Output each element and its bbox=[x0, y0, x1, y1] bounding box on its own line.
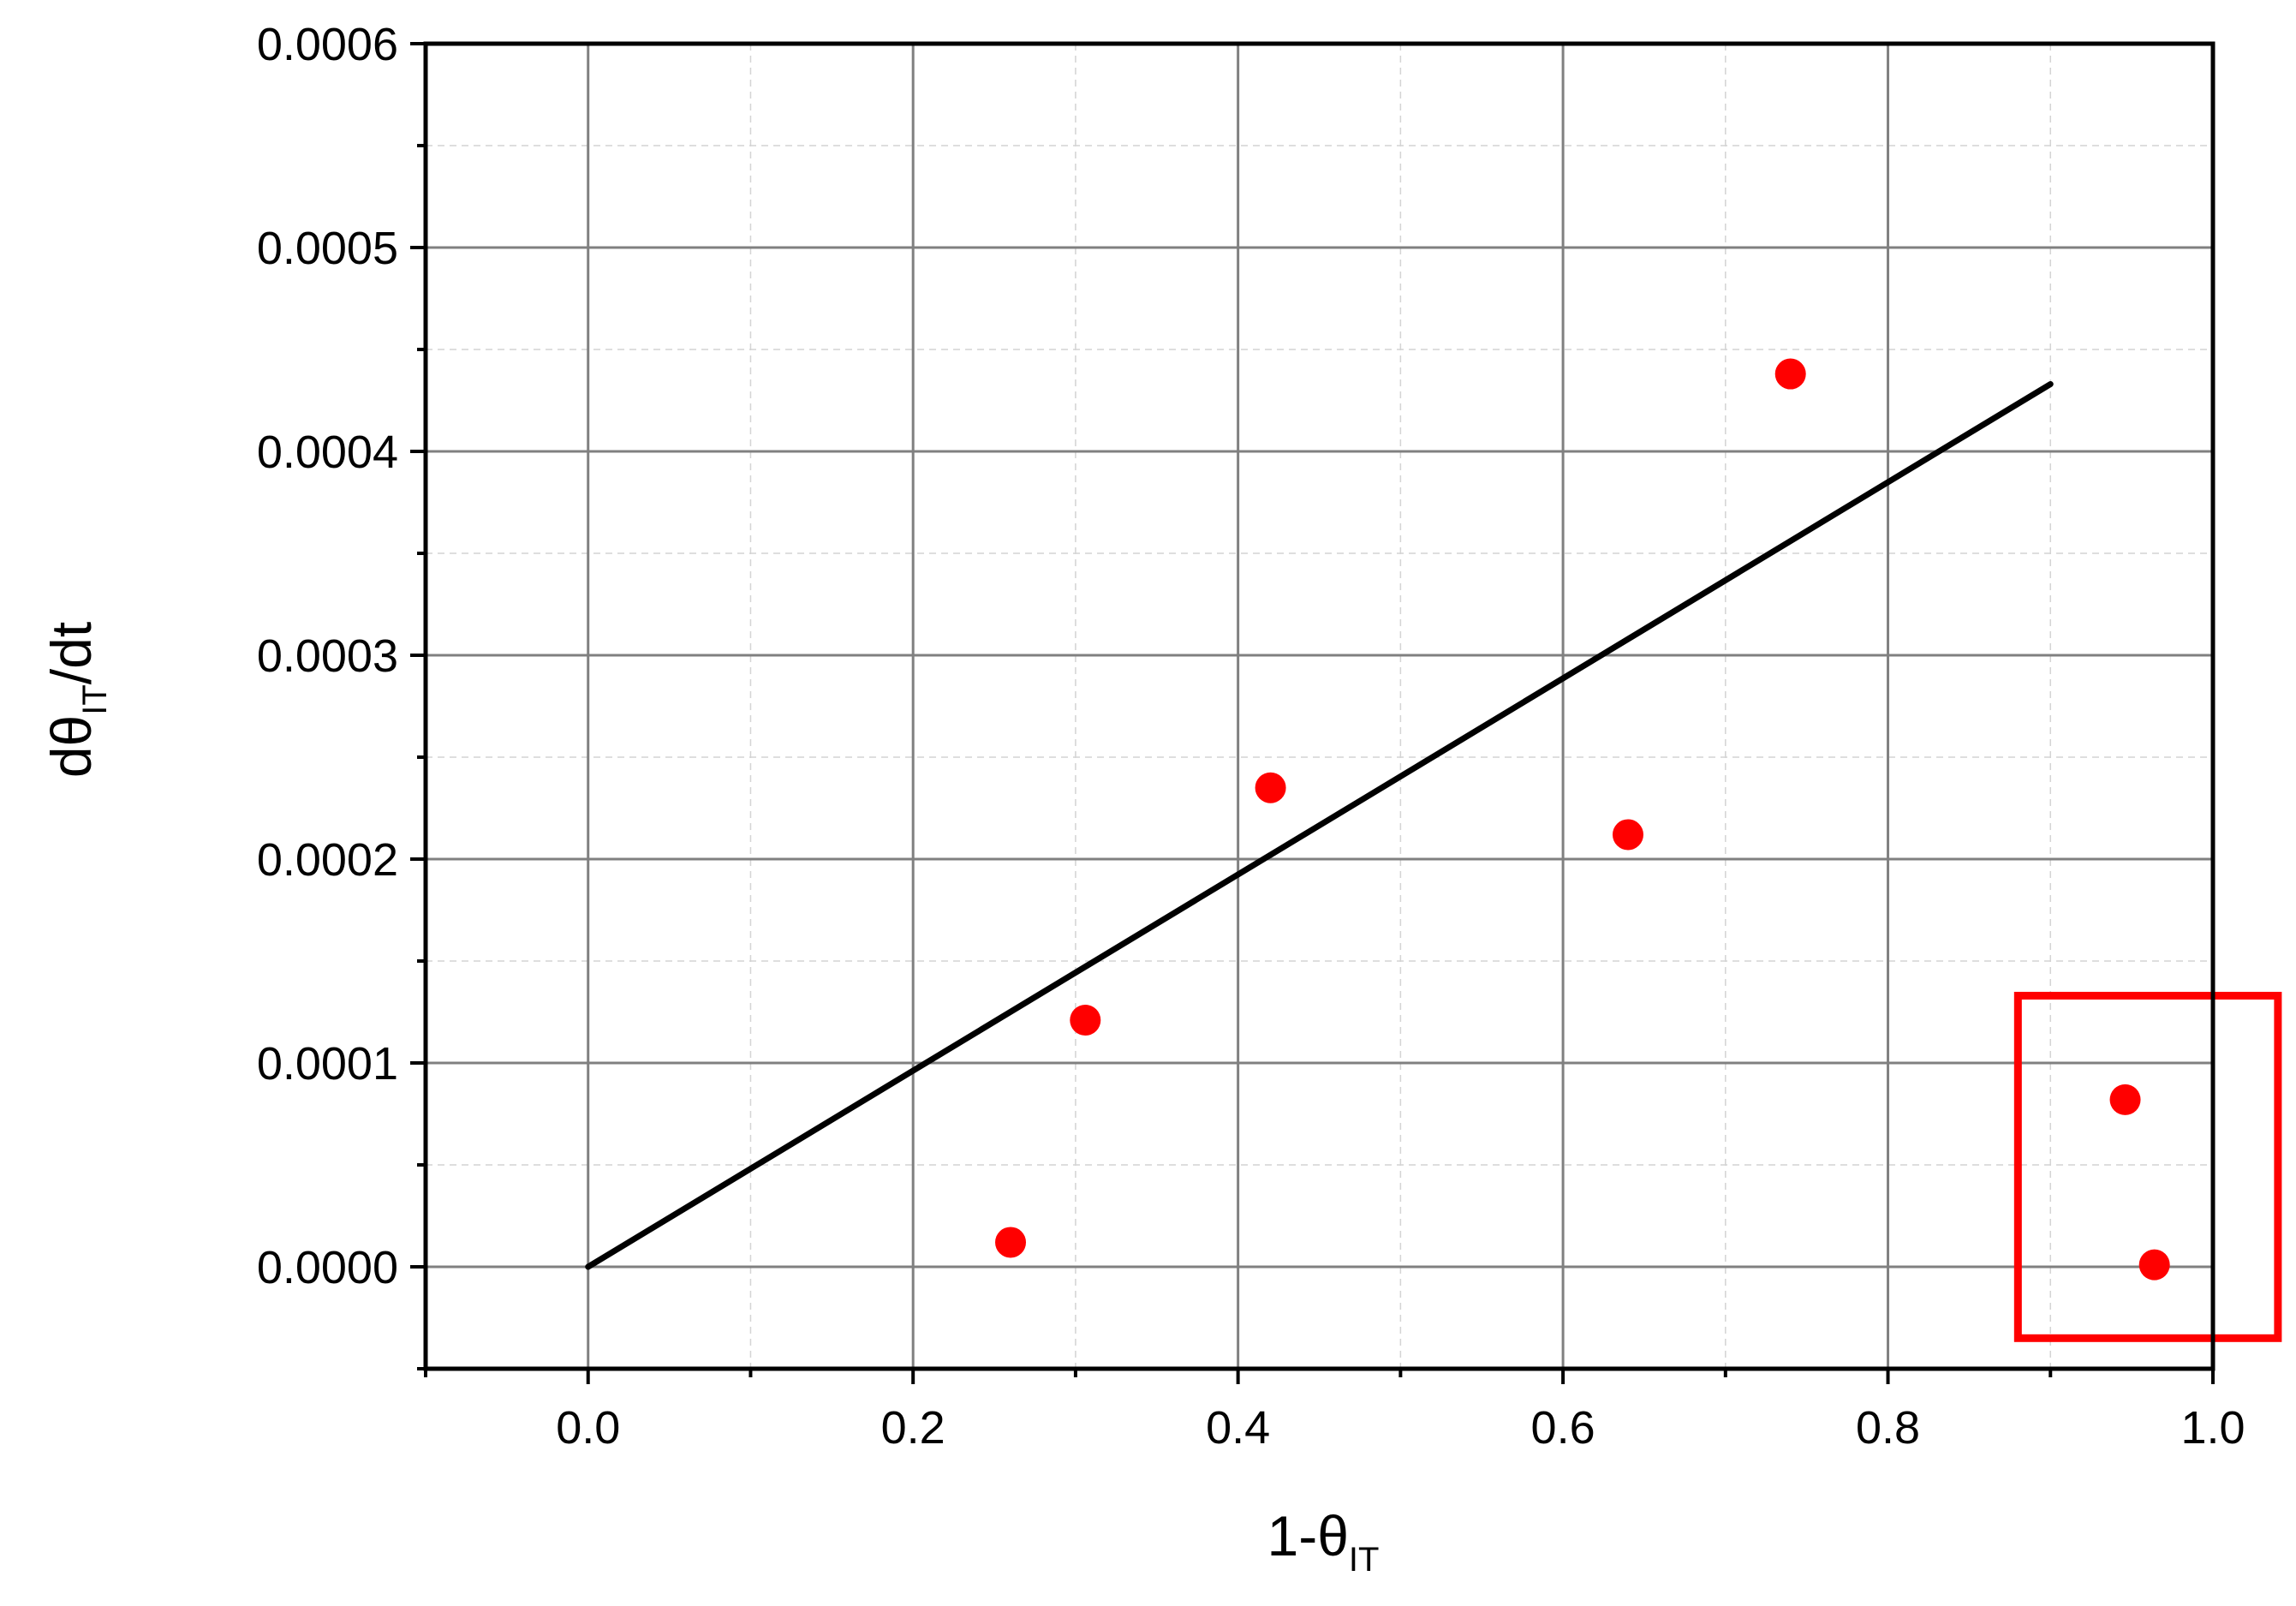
data-point bbox=[1612, 819, 1643, 851]
x-tick-label: 0.8 bbox=[1856, 1402, 1920, 1454]
x-axis-title-main: 1-θ bbox=[1267, 1504, 1349, 1567]
y-axis-title: dθIT/dt bbox=[39, 622, 114, 778]
data-points-group bbox=[995, 358, 2170, 1281]
major-grid bbox=[426, 44, 2213, 1369]
x-tick-label: 0.2 bbox=[881, 1402, 945, 1454]
x-tick-label: 0.6 bbox=[1531, 1402, 1595, 1454]
minor-grid bbox=[426, 44, 2213, 1369]
x-tick-label: 0.4 bbox=[1206, 1402, 1270, 1454]
y-tick-label: 0.0005 bbox=[257, 223, 398, 274]
x-tick-label: 1.0 bbox=[2180, 1402, 2245, 1454]
data-point bbox=[2109, 1084, 2141, 1115]
x-tick-label: 0.0 bbox=[556, 1402, 620, 1454]
y-tick-label: 0.0002 bbox=[257, 834, 398, 886]
highlight-box bbox=[2013, 991, 2282, 1342]
x-axis-tick-labels: 0.0 0.2 0.4 0.6 0.8 1.0 bbox=[556, 1402, 2245, 1454]
y-axis-title-main: dθ bbox=[39, 715, 103, 778]
plot-frame bbox=[423, 41, 2215, 1371]
y-tick-label: 0.0000 bbox=[257, 1242, 398, 1293]
fit-line-group bbox=[585, 380, 2054, 1270]
y-tick-label: 0.0006 bbox=[257, 19, 398, 70]
y-axis-tick-labels: 0.0000 0.0001 0.0002 0.0003 0.0004 0.0005 0.00… bbox=[257, 19, 398, 1293]
y-tick-label: 0.0004 bbox=[257, 427, 398, 478]
data-point bbox=[995, 1227, 1027, 1258]
x-axis-title-subscript: IT bbox=[1349, 1541, 1380, 1579]
highlight-group bbox=[2013, 991, 2282, 1342]
y-axis-title-subscript: IT bbox=[76, 684, 114, 715]
x-axis-title: 1-θIT bbox=[1267, 1504, 1380, 1579]
data-point bbox=[1070, 1005, 1101, 1036]
y-tick-label: 0.0001 bbox=[257, 1038, 398, 1090]
fit-line bbox=[585, 380, 2054, 1270]
y-axis-title-suffix: /dt bbox=[39, 622, 103, 684]
data-point bbox=[1255, 772, 1286, 803]
x-axis-ticks bbox=[424, 1369, 2215, 1384]
data-point bbox=[2138, 1249, 2170, 1281]
y-axis-ticks bbox=[410, 42, 426, 1370]
y-tick-label: 0.0003 bbox=[257, 630, 398, 682]
data-point bbox=[1774, 358, 1806, 390]
